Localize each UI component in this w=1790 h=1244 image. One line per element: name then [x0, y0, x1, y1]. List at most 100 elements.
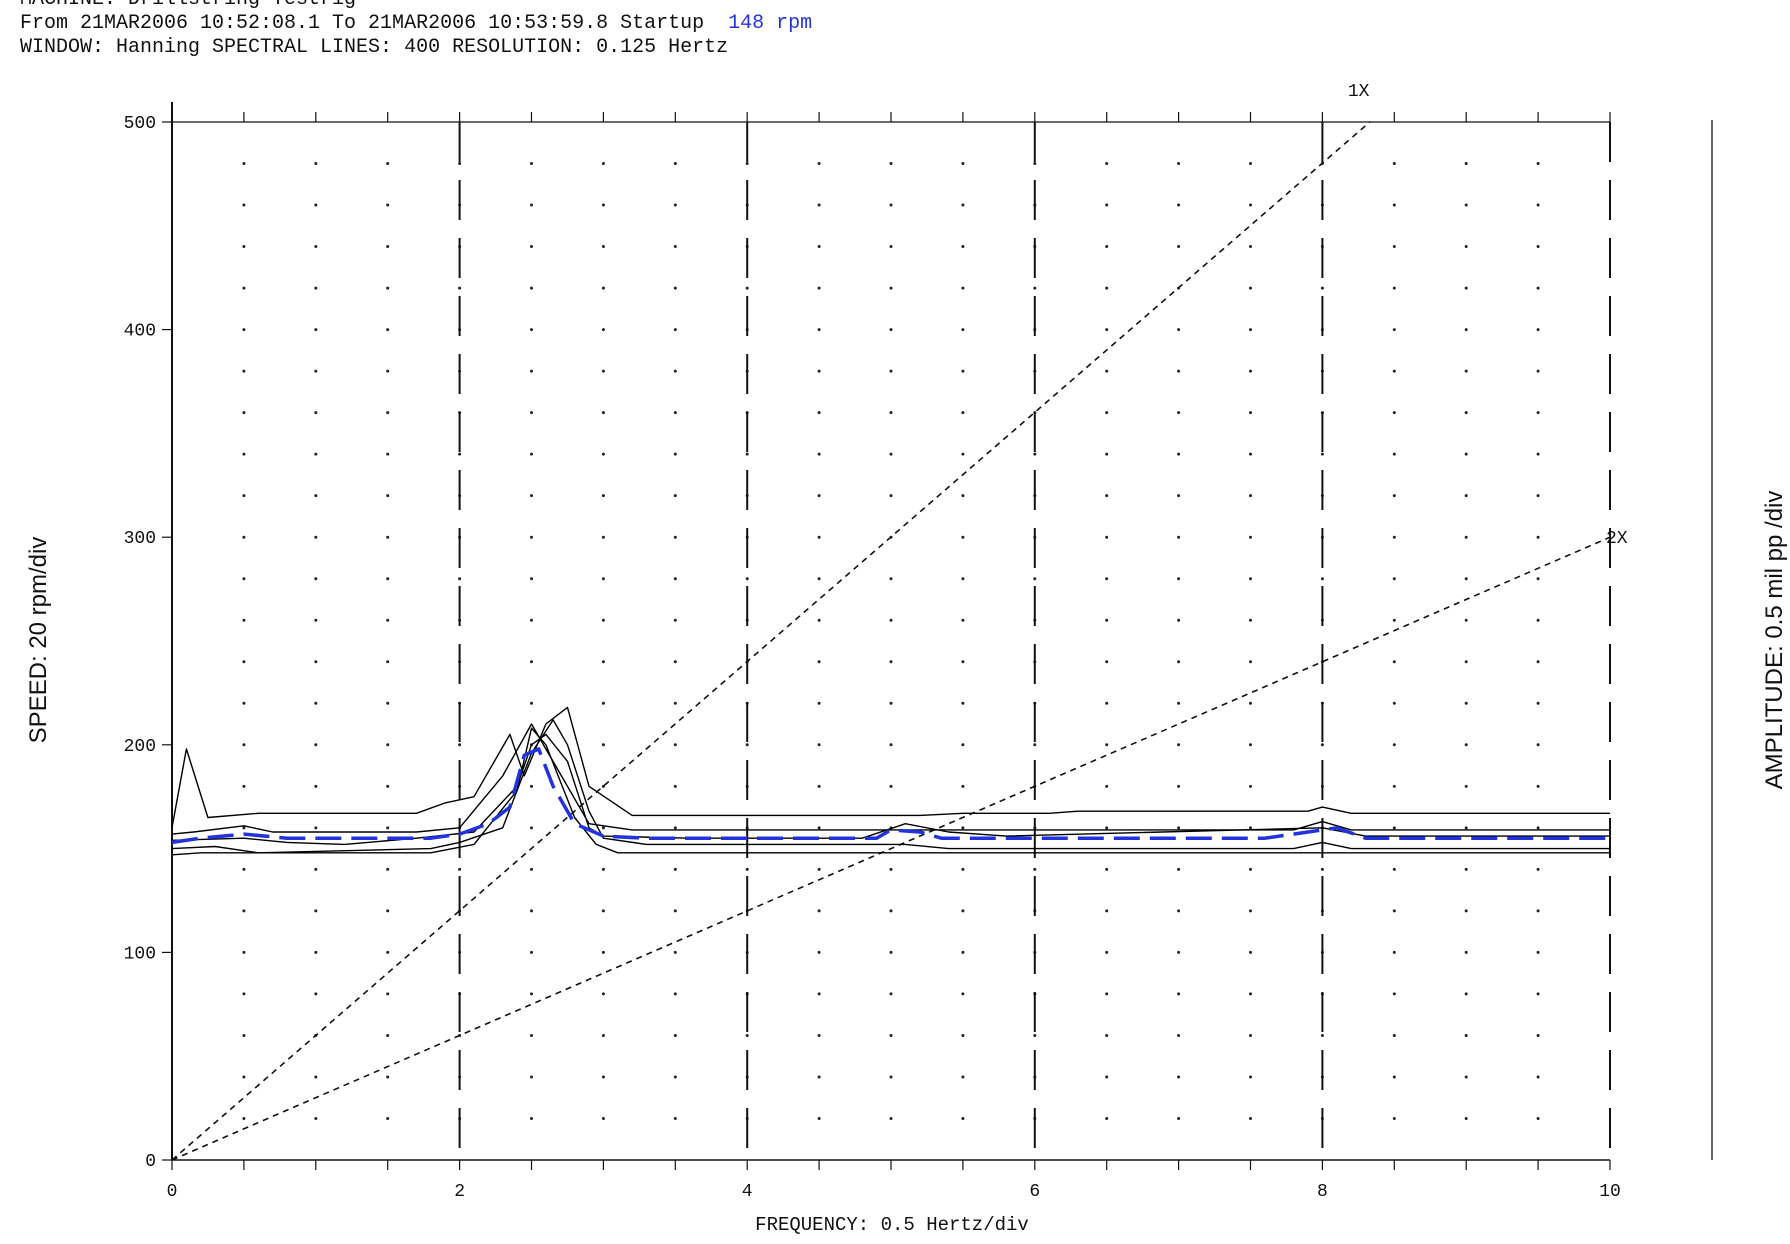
grid-dot	[386, 784, 390, 788]
grid-dot	[530, 950, 533, 954]
grid-dot	[673, 286, 677, 290]
grid-dot	[386, 203, 390, 207]
grid-dot	[673, 743, 677, 747]
grid-dot	[242, 950, 246, 954]
startup-rpm: 148 rpm	[728, 12, 813, 35]
grid-dot	[1249, 162, 1252, 166]
grid-dot	[1464, 992, 1468, 996]
grid-dot	[673, 577, 677, 581]
grid-dot	[1320, 577, 1324, 581]
grid-dot	[1464, 784, 1468, 788]
y-tick-label: 0	[145, 1152, 156, 1172]
grid-dot	[1464, 162, 1468, 166]
grid-dot	[673, 1116, 677, 1120]
grid-dot	[1177, 743, 1181, 747]
x-tick-label: 4	[742, 1182, 753, 1202]
grid-dot	[386, 411, 390, 415]
grid-dot	[1536, 1075, 1540, 1079]
grid-dot	[1536, 660, 1540, 664]
grid-dot	[745, 867, 749, 871]
order-line-2x	[171, 536, 1611, 1161]
grid-dot	[1105, 411, 1109, 415]
grid-dot	[530, 784, 533, 788]
grid-dot	[817, 992, 821, 996]
grid-dot	[601, 245, 605, 249]
grid-dot	[817, 950, 821, 954]
grid-dot	[386, 826, 390, 830]
grid-dot	[386, 1116, 390, 1120]
grid-dot	[1105, 1075, 1109, 1079]
grid-dot	[1464, 826, 1468, 830]
grid-dot	[242, 660, 246, 664]
grid-dot	[889, 1116, 893, 1120]
grid-dot	[1105, 784, 1109, 788]
grid-dot	[1536, 909, 1540, 913]
grid-dot	[889, 369, 893, 373]
grid-dot	[1536, 992, 1540, 996]
grid-dot	[1464, 328, 1468, 332]
grid-dot	[889, 1033, 893, 1037]
grid-dot	[1536, 784, 1540, 788]
grid-dot	[386, 286, 390, 290]
grid-dot	[1536, 245, 1540, 249]
grid-dot	[1536, 950, 1540, 954]
grid-dot	[961, 618, 965, 622]
grid-dot	[1249, 369, 1252, 373]
grid-dot	[386, 950, 390, 954]
grid-dot	[1105, 577, 1109, 581]
grid-dot	[1033, 286, 1037, 290]
grid-dot	[1464, 452, 1468, 456]
grid-dot	[601, 909, 605, 913]
grid-dot	[242, 203, 246, 207]
grid-dot	[1177, 162, 1181, 166]
grid-dot	[530, 909, 533, 913]
grid-dot	[1177, 369, 1181, 373]
grid-dot	[386, 535, 390, 539]
grid-dot	[314, 618, 318, 622]
grid-dot	[314, 369, 318, 373]
grid-dot	[1105, 1033, 1109, 1037]
y-axis-title: SPEED: 20 rpm/div	[25, 537, 52, 744]
grid-dot	[601, 701, 605, 705]
grid-dot	[242, 494, 246, 498]
grid-dot	[1536, 867, 1540, 871]
grid-dot	[601, 162, 605, 166]
grid-dot	[1320, 452, 1324, 456]
grid-dot	[1464, 411, 1468, 415]
grid-dot	[314, 909, 318, 913]
grid-dot	[530, 660, 533, 664]
grid-dot	[601, 369, 605, 373]
grid-dot	[386, 660, 390, 664]
grid-dot	[1177, 950, 1181, 954]
grid-dot	[673, 826, 677, 830]
grid-dot	[961, 1033, 965, 1037]
grid-dot	[1177, 660, 1181, 664]
grid-dot	[1392, 369, 1396, 373]
y-tick-label: 300	[124, 529, 156, 549]
grid-dot	[314, 867, 318, 871]
grid-dot	[673, 1075, 677, 1079]
grid-dot	[530, 867, 533, 871]
grid-dot	[314, 950, 318, 954]
grid-dot	[1177, 784, 1181, 788]
grid-dot	[745, 1033, 749, 1037]
grid-dot	[530, 494, 533, 498]
grid-dot	[1464, 618, 1468, 622]
grid-dot	[314, 328, 318, 332]
grid-dot	[817, 701, 821, 705]
grid-dot	[745, 452, 749, 456]
grid-dot	[889, 909, 893, 913]
grid	[242, 122, 1611, 1160]
grid-dot	[889, 992, 893, 996]
grid-dot	[1177, 909, 1181, 913]
grid-dot	[1105, 660, 1109, 664]
grid-dot	[386, 162, 390, 166]
grid-dot	[1105, 286, 1109, 290]
grid-dot	[601, 452, 605, 456]
grid-dot	[1033, 162, 1037, 166]
grid-dot	[889, 867, 893, 871]
grid-dot	[601, 784, 605, 788]
grid-dot	[817, 1075, 821, 1079]
grid-dot	[601, 660, 605, 664]
